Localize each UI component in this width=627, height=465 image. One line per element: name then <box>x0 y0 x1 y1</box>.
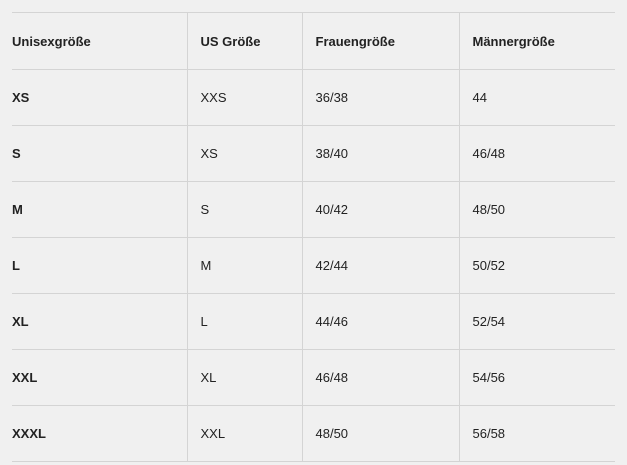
cell-us-size: S <box>186 181 302 238</box>
cell-unisex-size: XXL <box>12 349 187 406</box>
table-row: XXL XL 46/48 54/56 <box>12 349 615 406</box>
header-men: Männergröße <box>458 12 615 70</box>
table-row: S XS 38/40 46/48 <box>12 125 615 182</box>
cell-men-size: 44 <box>458 69 615 126</box>
table-row: XXXL XXL 48/50 56/58 <box>12 405 615 462</box>
cell-us-size: M <box>186 237 302 294</box>
header-unisex: Unisexgröße <box>12 12 187 70</box>
cell-men-size: 52/54 <box>458 293 615 350</box>
cell-us-size: XL <box>186 349 302 406</box>
cell-us-size: XXS <box>186 69 302 126</box>
cell-women-size: 40/42 <box>301 181 459 238</box>
cell-women-size: 44/46 <box>301 293 459 350</box>
cell-women-size: 48/50 <box>301 405 459 462</box>
cell-us-size: L <box>186 293 302 350</box>
header-women: Frauengröße <box>301 12 459 70</box>
size-table: Unisexgröße US Größe Frauengröße Männerg… <box>12 12 615 462</box>
cell-men-size: 56/58 <box>458 405 615 462</box>
cell-men-size: 48/50 <box>458 181 615 238</box>
cell-unisex-size: XXXL <box>12 405 187 462</box>
cell-unisex-size: M <box>12 181 187 238</box>
cell-women-size: 38/40 <box>301 125 459 182</box>
cell-men-size: 46/48 <box>458 125 615 182</box>
cell-us-size: XS <box>186 125 302 182</box>
cell-men-size: 50/52 <box>458 237 615 294</box>
table-row: XS XXS 36/38 44 <box>12 69 615 126</box>
cell-unisex-size: XS <box>12 69 187 126</box>
cell-women-size: 42/44 <box>301 237 459 294</box>
cell-men-size: 54/56 <box>458 349 615 406</box>
cell-us-size: XXL <box>186 405 302 462</box>
header-row: Unisexgröße US Größe Frauengröße Männerg… <box>12 12 615 70</box>
cell-unisex-size: L <box>12 237 187 294</box>
cell-unisex-size: S <box>12 125 187 182</box>
cell-women-size: 46/48 <box>301 349 459 406</box>
header-us: US Größe <box>186 12 302 70</box>
cell-women-size: 36/38 <box>301 69 459 126</box>
table-row: L M 42/44 50/52 <box>12 237 615 294</box>
table-row: XL L 44/46 52/54 <box>12 293 615 350</box>
table-row: M S 40/42 48/50 <box>12 181 615 238</box>
cell-unisex-size: XL <box>12 293 187 350</box>
